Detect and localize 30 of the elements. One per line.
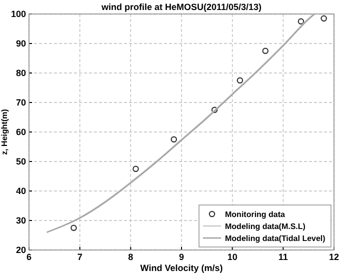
x-tick-label: 8 — [128, 252, 134, 262]
point — [236, 77, 244, 84]
x-axis-title: Wind Velocity (m/s) — [140, 263, 223, 273]
point — [132, 166, 139, 172]
x-tick-label: 10 — [227, 252, 238, 262]
point — [211, 106, 218, 114]
y-tick-label: 90 — [16, 38, 26, 48]
x-tick-label: 11 — [278, 252, 288, 262]
y-tick-label: 60 — [16, 127, 26, 137]
point — [262, 48, 269, 54]
y-tick-label: 40 — [16, 186, 26, 196]
x-tick-label: 7 — [77, 252, 82, 262]
y-tick-label: 100 — [10, 9, 26, 19]
x-tick-label: 9 — [178, 252, 184, 262]
y-tick-label: 20 — [16, 245, 26, 255]
y-tick-label: 50 — [16, 156, 26, 166]
point — [70, 224, 77, 232]
x-tick-label: 12 — [328, 252, 340, 262]
x-tick-label: 6 — [26, 252, 32, 262]
y-axis-title: z, Height(m) — [0, 108, 9, 155]
point — [170, 136, 178, 143]
chart-title: wind profile at HeMOSU(2011/05/3/13) — [100, 2, 262, 12]
point — [298, 18, 304, 25]
legend-label: Monitoring data — [225, 210, 286, 219]
legend-label: Modeling data(M.S.L) — [225, 222, 306, 231]
y-tick-label: 70 — [16, 98, 26, 108]
legend-label: Modeling data(Tidal Level) — [225, 234, 326, 243]
y-tick-label: 80 — [16, 68, 26, 78]
y-tick-label: 30 — [16, 216, 26, 226]
point — [320, 15, 327, 22]
